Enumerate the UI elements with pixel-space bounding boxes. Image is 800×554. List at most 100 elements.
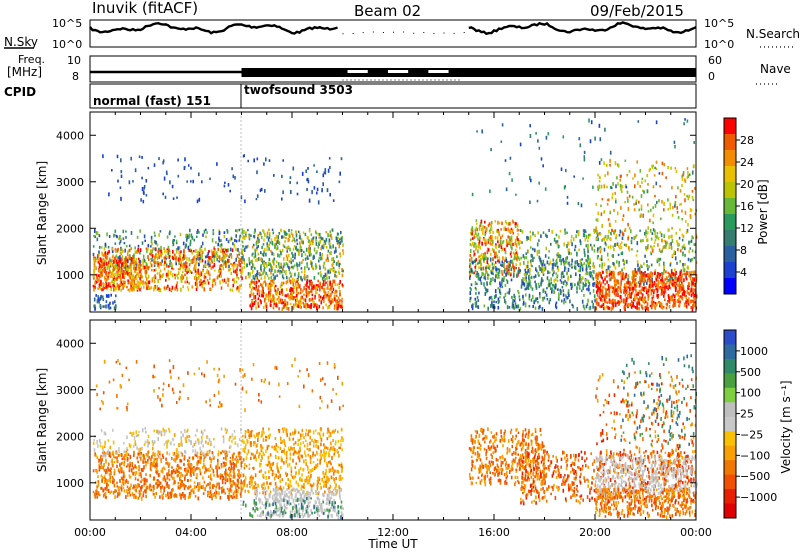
range-cell — [608, 222, 611, 227]
range-cell — [142, 491, 145, 495]
range-cell — [230, 271, 233, 276]
range-cell — [503, 270, 506, 274]
range-cell — [525, 276, 527, 281]
range-cell — [523, 272, 526, 276]
range-cell — [681, 177, 684, 181]
range-cell — [123, 455, 125, 461]
range-cell — [99, 303, 102, 309]
range-cell — [597, 282, 600, 286]
range-cell — [686, 228, 689, 233]
range-cell — [563, 262, 565, 266]
range-cell — [309, 304, 311, 309]
range-cell — [269, 282, 271, 285]
range-cell — [198, 459, 201, 464]
range-cell — [159, 450, 161, 456]
range-cell — [630, 286, 633, 291]
range-cell — [689, 247, 692, 250]
range-cell — [604, 127, 606, 132]
range-cell — [108, 478, 110, 483]
range-cell — [274, 243, 276, 246]
range-cell — [607, 171, 609, 176]
range-cell — [243, 248, 246, 252]
range-cell — [227, 473, 229, 477]
range-cell — [135, 258, 138, 261]
range-cell — [578, 248, 580, 251]
range-cell — [219, 271, 222, 275]
station-title: Inuvik (fitACF) — [92, 0, 198, 17]
range-cell — [290, 292, 292, 296]
range-cell — [484, 220, 486, 224]
range-cell — [128, 465, 131, 469]
range-cell — [683, 193, 686, 196]
range-cell — [237, 257, 240, 260]
range-cell — [223, 231, 226, 235]
range-cell — [285, 262, 288, 265]
range-cell — [196, 282, 198, 285]
range-cell — [338, 180, 341, 184]
range-cell — [178, 261, 180, 266]
range-cell — [537, 282, 540, 286]
range-cell — [654, 235, 657, 238]
range-cell — [513, 293, 515, 298]
range-cell — [574, 244, 577, 249]
range-cell — [611, 196, 614, 200]
range-cell — [602, 307, 605, 311]
range-cell — [143, 234, 146, 239]
range-cell — [623, 291, 625, 294]
range-cell — [338, 270, 340, 274]
range-cell — [156, 288, 159, 291]
range-cell — [505, 272, 507, 277]
range-cell — [108, 282, 110, 285]
range-cell — [492, 277, 494, 281]
range-cell — [487, 262, 489, 267]
range-cell — [640, 288, 643, 292]
range-cell — [248, 235, 250, 239]
range-cell — [261, 290, 263, 294]
range-cell — [256, 288, 259, 292]
range-cell — [617, 285, 619, 289]
range-cell — [166, 250, 168, 254]
range-cell — [526, 264, 529, 269]
range-cell — [252, 286, 254, 289]
range-cell — [622, 277, 624, 281]
range-cell — [184, 165, 186, 169]
range-cell — [286, 279, 289, 284]
range-cell — [121, 268, 123, 272]
range-cell — [501, 285, 503, 289]
range-cell — [116, 248, 119, 253]
range-cell — [622, 258, 624, 263]
range-cell — [624, 303, 627, 307]
range-cell — [615, 200, 617, 204]
range-cell — [155, 240, 157, 245]
range-cell — [538, 239, 540, 242]
range-cell — [606, 293, 609, 297]
range-cell — [670, 281, 673, 286]
range-cell — [115, 249, 117, 253]
nsearch-trace — [342, 31, 465, 35]
range-cell — [186, 268, 188, 273]
range-cell — [120, 170, 123, 174]
range-cell — [602, 279, 605, 284]
range-cell — [244, 199, 246, 204]
range-cell — [591, 246, 593, 250]
range-cell — [634, 235, 637, 239]
range-cell — [97, 295, 99, 299]
range-cell — [485, 288, 487, 292]
range-cell — [129, 275, 131, 280]
range-cell — [540, 279, 543, 283]
range-cell — [151, 279, 154, 283]
range-cell — [646, 278, 649, 283]
range-cell — [258, 280, 260, 283]
range-cell — [494, 266, 497, 270]
range-cell — [113, 287, 115, 291]
range-cell — [287, 245, 290, 249]
range-cell — [170, 474, 173, 478]
range-cell — [286, 306, 288, 310]
range-cell — [209, 177, 211, 181]
range-cell — [648, 265, 650, 269]
range-cell — [507, 272, 510, 276]
range-cell — [629, 282, 631, 286]
range-cell — [238, 262, 241, 267]
range-cell — [185, 261, 187, 266]
range-cell — [614, 301, 617, 305]
